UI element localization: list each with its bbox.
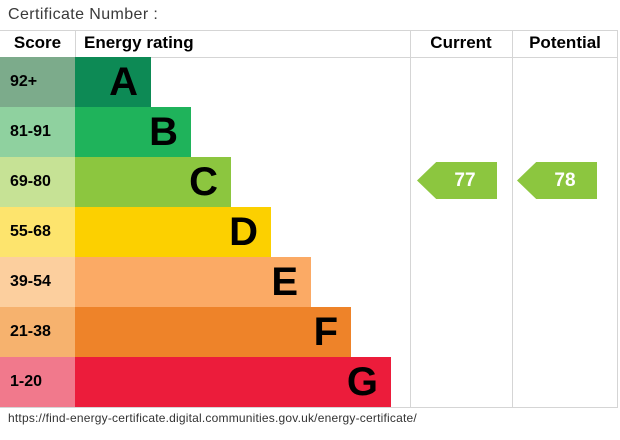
- band-score-range: 39-54: [0, 257, 75, 307]
- band-score-range: 92+: [0, 57, 75, 107]
- potential-column-header: Potential: [529, 33, 601, 52]
- potential-column-divider: [512, 30, 513, 407]
- certificate-number-label: Certificate Number :: [8, 6, 159, 23]
- current-column-header: Current: [430, 33, 492, 52]
- current-column-divider: [410, 30, 411, 407]
- score-column-divider: [75, 30, 76, 57]
- table-bottom-border: [0, 407, 618, 408]
- band-score-range: 21-38: [0, 307, 75, 357]
- band-bar: D: [75, 207, 271, 257]
- band-bar: E: [75, 257, 311, 307]
- potential-rating-arrow: 78: [517, 162, 597, 199]
- band-score-range: 81-91: [0, 107, 75, 157]
- current-rating-value: 77: [454, 169, 476, 191]
- table-top-border: [0, 30, 618, 31]
- band-letter: C: [189, 160, 218, 204]
- band-letter: A: [109, 60, 138, 104]
- band-bar: B: [75, 107, 191, 157]
- table-right-border: [617, 30, 618, 407]
- band-row: 39-54 E: [0, 257, 620, 307]
- band-bar: A: [75, 57, 151, 107]
- energy-rating-column-header: Energy rating: [84, 33, 194, 52]
- band-row: 1-20 G: [0, 357, 620, 407]
- band-bar: C: [75, 157, 231, 207]
- band-bar: F: [75, 307, 351, 357]
- header-bottom-border: [0, 57, 618, 58]
- band-row: 81-91 B: [0, 107, 620, 157]
- band-score-range: 69-80: [0, 157, 75, 207]
- current-rating-arrow: 77: [417, 162, 497, 199]
- band-row: 55-68 D: [0, 207, 620, 257]
- footer-url: https://find-energy-certificate.digital.…: [8, 411, 417, 425]
- band-row: 92+ A: [0, 57, 620, 107]
- band-letter: B: [149, 110, 178, 154]
- band-letter: D: [229, 210, 258, 254]
- band-row: 21-38 F: [0, 307, 620, 357]
- band-bar: G: [75, 357, 391, 407]
- band-letter: G: [346, 360, 378, 404]
- band-row: 69-80 C: [0, 157, 620, 207]
- band-rows: 92+ A 81-91 B 69-80 C 55-68 D 39-54 E: [0, 57, 620, 407]
- potential-rating-value: 78: [554, 169, 576, 191]
- band-score-range: 1-20: [0, 357, 75, 407]
- band-letter: E: [271, 260, 298, 304]
- band-letter: F: [313, 310, 338, 354]
- band-score-range: 55-68: [0, 207, 75, 257]
- score-column-header: Score: [13, 33, 62, 52]
